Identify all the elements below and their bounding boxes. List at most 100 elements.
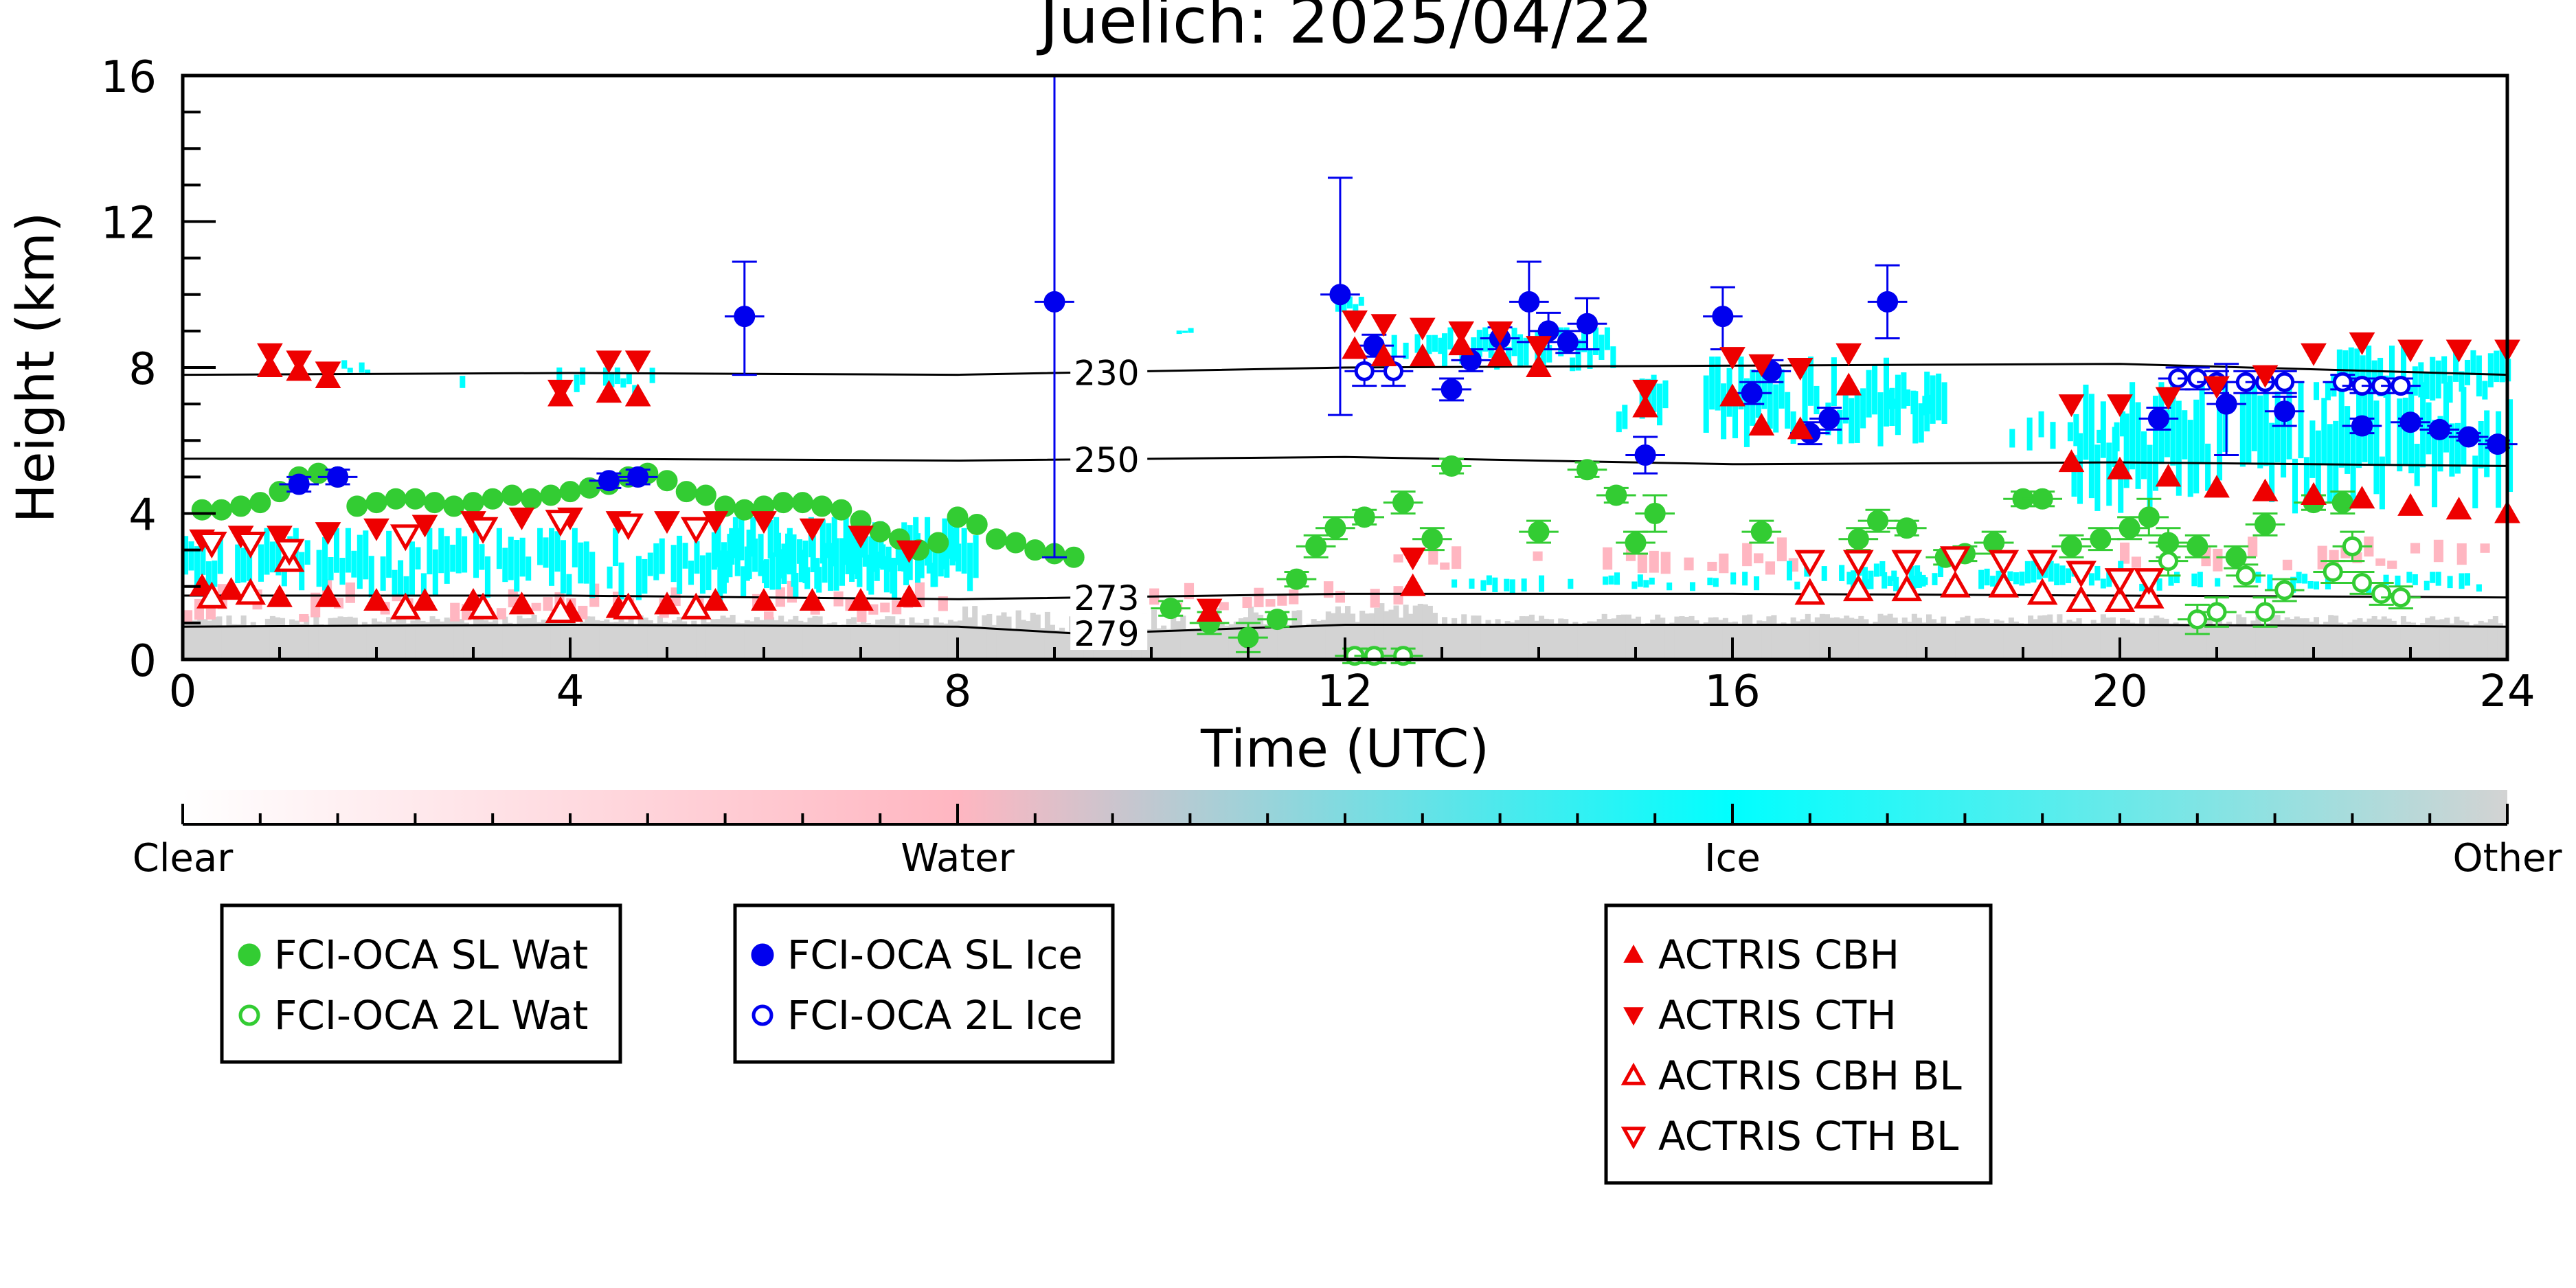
curtain-ice-742 [602, 368, 609, 386]
curtain-ice-1049 [2430, 572, 2436, 583]
curtain-ice-797 [1703, 375, 1709, 433]
curtain-ice-705 [779, 549, 785, 579]
point-actris-cbh-39 [2349, 486, 2375, 509]
point-actris-cbh-23 [1370, 343, 1397, 367]
curtain-ice-693 [967, 543, 973, 591]
curtain-other-128 [802, 622, 809, 659]
curtain-other-149 [904, 624, 910, 659]
curtain-ice-593 [322, 536, 328, 591]
curtain-ice-993 [1873, 563, 1879, 577]
curtain-ice-702 [762, 560, 768, 584]
point-actris-cth-18 [315, 361, 341, 385]
curtain-ice-1026 [2139, 583, 2145, 591]
curtain-ice-786 [1592, 327, 1599, 355]
point-actris-cth-25 [1448, 321, 1475, 344]
curtain-ice-1004 [1990, 576, 1996, 587]
point-actris-cbh-bl-6 [613, 592, 644, 620]
curtain-other-142 [870, 624, 877, 659]
curtain-other-99 [662, 622, 668, 659]
curtain-other-392 [2081, 623, 2087, 659]
curtain-other-265 [1466, 624, 1472, 659]
curtain-other-424 [2236, 614, 2242, 659]
point-actris-cth-34 [2107, 394, 2133, 418]
curtain-ice-1034 [2267, 574, 2273, 589]
point-fci-oca-2l-wat-10 [2342, 536, 2362, 556]
point-fci-oca-sl-wat-19 [559, 481, 581, 503]
legend-area: FCI-OCA SL Wat FCI-OCA 2L Wat FCI-OCA SL I… [220, 903, 1993, 1185]
curtain-other-396 [2100, 614, 2106, 659]
curtain-ice-995 [1891, 570, 1897, 582]
curtain-ice-970 [1707, 577, 1713, 585]
curtain-other-405 [2144, 624, 2150, 659]
curtain-other-355 [1901, 617, 1908, 659]
point-actris-cbh-31 [1787, 416, 1814, 440]
point-fci-oca-sl-ice-5 [1043, 291, 1065, 313]
curtain-ice-952 [1469, 578, 1475, 589]
curtain-other-345 [1853, 618, 1860, 659]
curtain-other-264 [1461, 614, 1467, 659]
curtain-other-294 [1606, 619, 1612, 659]
point-fci-oca-sl-wat-53 [1353, 506, 1375, 528]
curtain-other-18 [269, 615, 275, 659]
curtain-other-467 [2444, 618, 2450, 659]
point-fci-oca-2l-ice-7 [2274, 372, 2295, 392]
curtain-other-337 [1814, 617, 1820, 659]
curtain-ice-948 [2494, 350, 2500, 383]
curtain-ice-1050 [2435, 572, 2441, 586]
curtain-other-106 [696, 624, 702, 659]
isotherm-label-bg-273 [1070, 578, 1148, 614]
curtain-ice-951 [1451, 579, 1458, 588]
curtain-ice-650 [705, 552, 712, 591]
point-fci-oca-2l-wat-13 [2391, 587, 2411, 608]
curtain-ice-643 [659, 538, 665, 574]
curtain-other-468 [2449, 623, 2455, 659]
legend-marker-fci-oca-sl-ice [751, 943, 774, 967]
curtain-ice-903 [2397, 398, 2403, 472]
curtain-water-567 [2375, 558, 2386, 566]
curtain-other-291 [1592, 621, 1598, 659]
curtain-ice-1045 [2395, 575, 2401, 587]
point-fci-oca-sl-wat-2 [230, 495, 252, 517]
curtain-ice-613 [444, 536, 450, 584]
y-axis-ticks: 0 4 8 12 16 [101, 52, 216, 687]
curtain-ice-1030 [2191, 573, 2197, 587]
curtain-other-161 [962, 606, 969, 659]
point-fci-oca-sl-wat-49 [1266, 609, 1288, 631]
curtain-other-306 [1664, 624, 1671, 659]
curtain-other-362 [1936, 622, 1942, 659]
curtain-other-315 [1708, 617, 1714, 659]
curtain-other-98 [657, 615, 663, 659]
curtain-other-216 [1228, 624, 1234, 659]
curtain-ice-1041 [2325, 578, 2331, 590]
curtain-other-105 [691, 620, 697, 659]
isotherm-label-279: 279 [1074, 614, 1139, 654]
curtain-other-455 [2386, 618, 2392, 659]
legend-label-actris-cth: ACTRIS CTH [1658, 992, 1897, 1039]
curtain-ice-997 [1914, 565, 1921, 588]
curtain-other-59 [468, 624, 474, 659]
point-actris-cbh-bl-5 [545, 596, 576, 623]
curtain-other-227 [1282, 615, 1288, 659]
colorbar-label-other: Other [2452, 836, 2562, 881]
curtain-ice-577 [205, 561, 212, 600]
curtain-ice-1047 [2412, 574, 2418, 585]
curtain-other-263 [1456, 624, 1462, 659]
curtain-other-324 [1752, 623, 1758, 659]
point-actris-cth-bl-1 [235, 532, 267, 559]
curtain-other-444 [2333, 615, 2339, 659]
curtain-other-382 [2033, 619, 2039, 659]
curtain-ice-936 [2424, 372, 2430, 399]
curtain-ice-706 [785, 533, 791, 574]
point-fci-oca-sl-wat-41 [985, 528, 1007, 550]
point-actris-cbh-15 [896, 584, 923, 607]
curtain-other-165 [982, 615, 988, 659]
curtain-other-1 [188, 623, 194, 659]
curtain-other-235 [1320, 620, 1326, 659]
curtain-ice-783 [1575, 339, 1581, 371]
curtain-other-279 [1533, 620, 1539, 659]
curtain-ice-638 [618, 562, 624, 600]
curtain-other-452 [2371, 615, 2377, 659]
curtain-ice-969 [1689, 582, 1696, 591]
curtain-other-16 [260, 625, 266, 659]
curtain-water-491 [392, 593, 402, 602]
